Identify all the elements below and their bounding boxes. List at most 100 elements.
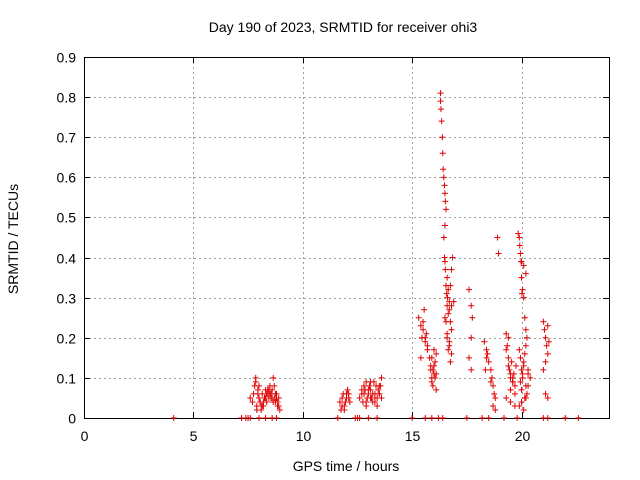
data-point <box>423 330 430 337</box>
data-point <box>517 378 524 385</box>
data-point <box>365 386 372 393</box>
data-point <box>481 338 488 345</box>
data-point <box>356 415 363 421</box>
data-point <box>258 402 265 409</box>
data-point <box>508 358 515 365</box>
data-point <box>438 118 445 125</box>
data-point <box>276 406 283 413</box>
data-point <box>417 354 424 361</box>
data-point <box>443 290 450 297</box>
data-point <box>431 346 437 353</box>
data-point <box>420 326 427 333</box>
data-point <box>273 394 280 401</box>
data-point <box>519 370 526 377</box>
data-point <box>366 382 373 389</box>
data-point <box>422 334 429 341</box>
data-point <box>256 382 262 389</box>
data-point <box>270 374 277 381</box>
data-point <box>544 350 551 357</box>
data-point <box>518 274 525 281</box>
data-point <box>336 398 343 405</box>
data-point <box>343 394 350 401</box>
data-point <box>521 350 528 357</box>
data-point <box>517 250 524 257</box>
data-point <box>483 346 490 353</box>
data-point <box>439 150 446 157</box>
y-tick-label: 0 <box>68 411 76 427</box>
data-point <box>479 415 486 421</box>
data-point <box>375 386 382 393</box>
data-point <box>525 370 532 377</box>
data-point <box>520 406 527 413</box>
data-point <box>517 354 524 361</box>
data-point <box>525 382 532 389</box>
data-point <box>429 366 436 373</box>
data-point <box>253 406 260 413</box>
data-point <box>415 314 422 321</box>
y-tick-label: 0.4 <box>57 251 77 267</box>
data-point <box>274 398 281 405</box>
data-point <box>440 234 447 241</box>
data-point <box>247 394 254 401</box>
data-point <box>484 350 491 357</box>
data-point <box>505 334 512 341</box>
data-point <box>339 402 346 409</box>
data-point <box>345 390 352 397</box>
data-point <box>445 346 452 353</box>
data-point <box>432 358 439 365</box>
data-point <box>378 374 385 381</box>
data-point <box>575 415 582 421</box>
data-point <box>520 362 527 369</box>
data-point <box>507 370 514 377</box>
data-point <box>262 415 269 421</box>
data-point <box>494 234 501 241</box>
data-point <box>260 398 267 405</box>
data-point <box>485 415 492 421</box>
data-point <box>443 206 450 213</box>
y-tick-label: 0.9 <box>57 50 77 66</box>
data-point <box>516 346 523 353</box>
data-point <box>444 294 451 301</box>
data-point <box>518 258 525 265</box>
data-point <box>256 415 262 421</box>
data-point <box>487 366 494 373</box>
data-point <box>513 362 520 369</box>
data-point <box>505 362 512 369</box>
data-point <box>446 338 453 345</box>
data-point <box>541 326 548 333</box>
axis-ticks: 0 0.1 0.2 0.3 0.4 0.5 0.6 0.7 0.8 0.9 0 5 10 15 20 <box>57 50 609 444</box>
data-point <box>483 354 490 361</box>
data-point <box>518 398 525 405</box>
data-point <box>441 222 448 229</box>
data-point <box>511 382 518 389</box>
data-point <box>256 394 262 401</box>
data-point <box>544 394 551 401</box>
data-point <box>482 366 489 373</box>
data-point <box>468 366 475 373</box>
data-point <box>346 398 353 405</box>
data-point <box>428 378 435 385</box>
data-point <box>518 386 525 393</box>
data-point <box>433 386 440 393</box>
data-point <box>447 282 454 289</box>
y-tick-label: 0.5 <box>57 210 77 226</box>
data-point <box>488 374 495 381</box>
data-point <box>501 415 507 421</box>
data-point <box>468 302 475 309</box>
data-point <box>376 382 383 389</box>
data-point <box>273 415 280 421</box>
data-point <box>170 415 177 421</box>
data-point <box>511 390 518 397</box>
data-point <box>518 290 525 297</box>
data-point <box>544 415 551 421</box>
y-tick-label: 0.1 <box>57 371 77 387</box>
data-point <box>444 274 451 281</box>
data-point <box>466 354 472 361</box>
y-axis-label: SRMTID / TECUs <box>5 184 21 294</box>
x-tick-label: 0 <box>81 428 89 444</box>
data-point <box>422 415 429 421</box>
x-tick-label: 15 <box>405 428 421 444</box>
data-point <box>520 294 527 301</box>
plot-frame <box>84 57 610 419</box>
data-point <box>441 182 448 189</box>
